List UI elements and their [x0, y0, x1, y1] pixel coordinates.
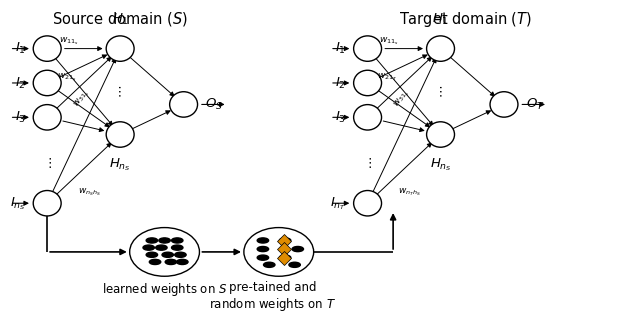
Text: $w_{31_s}$: $w_{31_s}$	[71, 87, 92, 110]
Text: $O_S$: $O_S$	[205, 97, 223, 112]
Ellipse shape	[33, 70, 61, 96]
Ellipse shape	[244, 228, 314, 276]
Text: pre-tained and
random weights on $T$: pre-tained and random weights on $T$	[209, 281, 336, 313]
Text: $H_{n_S}$: $H_{n_S}$	[429, 157, 451, 173]
Circle shape	[156, 245, 167, 250]
Circle shape	[146, 238, 157, 243]
Ellipse shape	[33, 191, 61, 216]
Text: $I_2$: $I_2$	[335, 75, 346, 91]
Ellipse shape	[354, 70, 381, 96]
Circle shape	[143, 245, 154, 250]
Circle shape	[175, 252, 186, 257]
Ellipse shape	[170, 92, 198, 117]
Ellipse shape	[427, 36, 454, 61]
Text: $w_{11_s}$: $w_{11_s}$	[379, 36, 399, 47]
Text: $w_{31_s}$: $w_{31_s}$	[392, 87, 412, 110]
Circle shape	[146, 252, 157, 257]
Text: $I_1$: $I_1$	[15, 41, 26, 56]
Text: $I_2$: $I_2$	[15, 75, 26, 91]
Text: $H_1$: $H_1$	[111, 11, 129, 27]
Text: learned weights on $S$: learned weights on $S$	[102, 281, 227, 298]
Text: $I_{n_S}$: $I_{n_S}$	[10, 195, 26, 211]
Text: $H_1$: $H_1$	[432, 11, 449, 27]
Ellipse shape	[130, 228, 200, 276]
Text: $w_{n_Th_S}$: $w_{n_Th_S}$	[398, 186, 421, 198]
Circle shape	[162, 252, 173, 257]
Text: Source domain $(S)$: Source domain $(S)$	[52, 10, 188, 28]
Circle shape	[257, 255, 269, 260]
Circle shape	[264, 262, 275, 267]
Text: $w_{21_T}$: $w_{21_T}$	[377, 71, 397, 83]
Circle shape	[159, 238, 170, 243]
Text: $\cdots$: $\cdots$	[434, 85, 447, 98]
Text: $\vdots$: $\vdots$	[43, 156, 52, 170]
Ellipse shape	[427, 122, 454, 147]
Ellipse shape	[354, 191, 381, 216]
Circle shape	[280, 238, 291, 243]
Text: $\vdots$: $\vdots$	[363, 156, 372, 170]
Circle shape	[289, 262, 300, 267]
Circle shape	[149, 259, 161, 264]
Text: $w_{n_Sh_S}$: $w_{n_Sh_S}$	[77, 186, 100, 198]
Text: $H_{n_S}$: $H_{n_S}$	[109, 157, 131, 173]
Ellipse shape	[106, 122, 134, 147]
Ellipse shape	[490, 92, 518, 117]
Circle shape	[257, 247, 269, 252]
Ellipse shape	[33, 105, 61, 130]
Text: $I_3$: $I_3$	[335, 110, 346, 125]
Ellipse shape	[106, 36, 134, 61]
Text: $w_{21_s}$: $w_{21_s}$	[57, 71, 76, 83]
Text: $O_T$: $O_T$	[525, 97, 544, 112]
Circle shape	[172, 238, 183, 243]
Text: $\cdots$: $\cdots$	[114, 85, 127, 98]
Circle shape	[280, 255, 291, 260]
Text: $w_{11_s}$: $w_{11_s}$	[59, 36, 78, 47]
Circle shape	[172, 245, 183, 250]
Circle shape	[292, 247, 303, 252]
Ellipse shape	[354, 36, 381, 61]
Text: $I_{n_T}$: $I_{n_T}$	[330, 195, 346, 211]
Text: $I_1$: $I_1$	[335, 41, 346, 56]
Text: Target domain $(T)$: Target domain $(T)$	[399, 10, 532, 29]
Ellipse shape	[354, 105, 381, 130]
Text: $I_3$: $I_3$	[15, 110, 26, 125]
Ellipse shape	[33, 36, 61, 61]
Circle shape	[257, 238, 269, 243]
Circle shape	[177, 259, 188, 264]
Circle shape	[165, 259, 177, 264]
